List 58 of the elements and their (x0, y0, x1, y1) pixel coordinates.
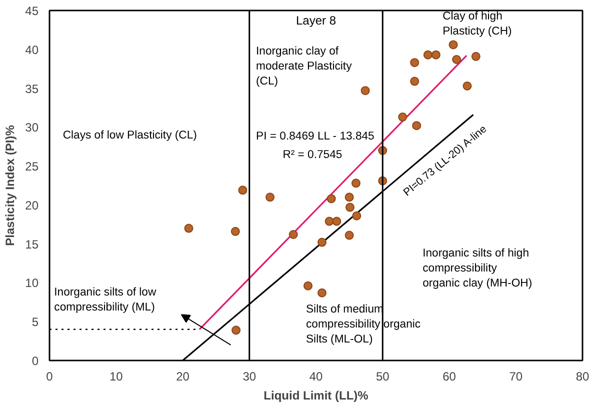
annotation: R² = 0.7545 (282, 148, 342, 161)
point (345, 202, 354, 212)
y-tick-label: 10 (25, 276, 39, 290)
annotation: Inorganic silts of high compressibility organic clay (MH-OH) (422, 248, 532, 290)
y-axis-title: Plasticity Index (PI)% (3, 124, 18, 246)
x-tick-label: 60 (442, 370, 456, 384)
point (344, 230, 354, 240)
point (317, 238, 326, 247)
y-tick-label: 15 (25, 237, 39, 252)
point (232, 326, 241, 335)
x-tick-label: 20 (176, 370, 190, 384)
annotation: Inorganic silts of low compressibility (ML) (54, 286, 157, 314)
point (452, 55, 462, 64)
y-tick-label: 0 (32, 354, 39, 368)
point (351, 178, 360, 188)
y-tick-label: 20 (25, 198, 39, 212)
point (423, 50, 432, 60)
annotation: Silts of medium compressibility organic Silts (ML-OL) (306, 304, 421, 346)
point (471, 52, 480, 61)
point (326, 194, 336, 204)
point (462, 81, 472, 90)
point (431, 50, 440, 60)
point (352, 211, 362, 220)
annotation: PI = 0.8469 LL - 13.845 (256, 130, 374, 142)
y-tick-label: 30 (25, 120, 39, 135)
point (448, 40, 458, 50)
x-tick-label: 40 (309, 370, 323, 384)
y-tick-label: 25 (25, 160, 39, 174)
annotation: Inorganic clay of moderate Plasticity (CL) (256, 46, 352, 88)
point (410, 58, 420, 68)
point (412, 121, 422, 130)
point (317, 288, 326, 298)
point (398, 112, 408, 122)
y-tick-label: 40 (25, 42, 39, 57)
x-axis-title: Liquid Limit (LL)% (264, 388, 369, 402)
annotation: Clays of low Plasticity (CL) (62, 130, 198, 142)
point (360, 86, 370, 96)
point (332, 216, 342, 226)
point (410, 76, 420, 86)
point (184, 224, 194, 233)
point (266, 192, 275, 202)
x-tick-label: 70 (509, 370, 523, 384)
y-tick-label: 35 (25, 82, 39, 96)
x-tick-label: 80 (576, 370, 590, 384)
point (288, 230, 298, 239)
y-tick-label: 45 (25, 4, 39, 18)
x-tick-label: 50 (376, 370, 390, 384)
point (238, 186, 248, 195)
x-tick-label: 10 (109, 370, 124, 384)
point (230, 226, 240, 236)
x-tick-label: 30 (242, 370, 256, 384)
point (304, 281, 313, 290)
point (344, 192, 354, 202)
annotation: Clay of high Plasticty (CH) (442, 10, 512, 38)
chart-title: Layer 8 (296, 14, 336, 28)
y-tick-label: 5 (32, 315, 39, 330)
x-tick-label: 0 (46, 370, 54, 384)
point (324, 216, 334, 226)
